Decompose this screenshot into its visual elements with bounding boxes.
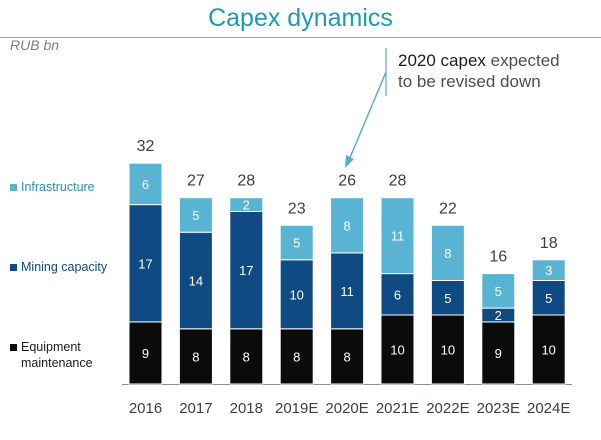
total-label: 26 (338, 173, 356, 190)
data-label: 3 (545, 263, 552, 278)
bar-segment (178, 197, 213, 233)
bar-segment (178, 328, 213, 385)
data-label: 5 (495, 284, 502, 299)
bar-segment (430, 314, 465, 385)
bar-segment (380, 197, 415, 275)
total-label: 32 (137, 138, 155, 155)
total-label: 28 (389, 173, 407, 190)
x-tick-label: 2024E (527, 400, 570, 417)
annotation-line-2: to be revised down (398, 72, 541, 91)
legend-mining-capacity-swatch (10, 264, 17, 271)
annotation-rest-1: expected (485, 51, 560, 70)
legend-infrastructure-swatch (10, 184, 17, 191)
data-label: 17 (138, 256, 152, 271)
data-label: 8 (243, 349, 250, 364)
bar-segment (330, 328, 365, 385)
legend-mining-capacity-label: Mining capacity (21, 260, 108, 274)
unit-label: RUB bn (10, 37, 60, 53)
bar-segment (178, 231, 213, 330)
x-tick-label: 2023E (477, 400, 520, 417)
x-tick-label: 2019E (275, 400, 318, 417)
x-tick-label: 2021E (376, 400, 419, 417)
bar-segment (481, 273, 516, 309)
annotation-highlight: 2020 capex (398, 51, 486, 70)
data-label: 8 (293, 349, 300, 364)
bar-segment (430, 280, 465, 316)
data-label: 5 (192, 208, 199, 223)
bar-segment (128, 162, 163, 206)
bar-segment (279, 224, 314, 261)
data-label: 10 (390, 343, 404, 358)
data-label: 11 (391, 229, 405, 244)
data-label: 5 (545, 291, 552, 306)
legend-equipment-maintenance-swatch (10, 344, 17, 351)
annotation-note: 2020 capex expected to be revised down (398, 50, 560, 92)
x-tick-label: 2017 (179, 400, 212, 417)
legend-equipment-maintenance-label: Equipment (21, 340, 81, 354)
bar-segment (531, 280, 566, 316)
bar-segment (279, 328, 314, 385)
bar-segment (430, 224, 465, 282)
data-label: 2 (243, 198, 250, 213)
x-tick-label: 2020E (325, 400, 368, 417)
data-label: 8 (343, 349, 350, 364)
total-label: 27 (187, 173, 205, 190)
bar-segment (330, 252, 365, 330)
total-label: 18 (540, 235, 558, 252)
data-label: 5 (444, 291, 451, 306)
annotation-arrow-line (348, 71, 387, 161)
x-tick-label: 2018 (230, 400, 263, 417)
total-label: 16 (489, 249, 507, 266)
data-label: 2 (495, 308, 502, 323)
bar-segment (380, 314, 415, 385)
data-label: 14 (189, 274, 203, 289)
data-label: 5 (293, 236, 300, 251)
bar-segment (531, 314, 566, 385)
data-label: 10 (289, 287, 303, 302)
title-divider (0, 37, 601, 38)
x-tick-label: 2016 (129, 400, 162, 417)
total-label: 22 (439, 200, 457, 217)
data-label: 9 (142, 346, 149, 361)
data-label: 8 (343, 218, 350, 233)
data-label: 6 (394, 287, 401, 302)
total-label: 23 (288, 200, 306, 217)
annotation-line-1: 2020 capex expected (398, 50, 560, 71)
data-label: 10 (441, 343, 455, 358)
data-label: 8 (444, 246, 451, 261)
total-label: 28 (237, 173, 255, 190)
bar-segment (229, 197, 264, 212)
x-tick-label: 2022E (426, 400, 469, 417)
data-label: 10 (541, 343, 555, 358)
bar-segment (128, 204, 163, 323)
bar-segment (531, 259, 566, 281)
legend-infrastructure-label: Infrastructure (21, 180, 95, 194)
data-label: 11 (340, 284, 354, 299)
annotation-arrowhead (345, 155, 354, 168)
bar-segment (330, 197, 365, 254)
legend-equipment-maintenance-label: maintenance (21, 356, 93, 370)
data-label: 17 (239, 263, 253, 278)
bar-segment (128, 321, 163, 385)
bar-segment (279, 259, 314, 330)
chart-title: Capex dynamics (208, 4, 393, 32)
data-label: 6 (142, 177, 149, 192)
data-label: 9 (495, 346, 502, 361)
bar-segment (380, 273, 415, 316)
data-label: 8 (192, 349, 199, 364)
